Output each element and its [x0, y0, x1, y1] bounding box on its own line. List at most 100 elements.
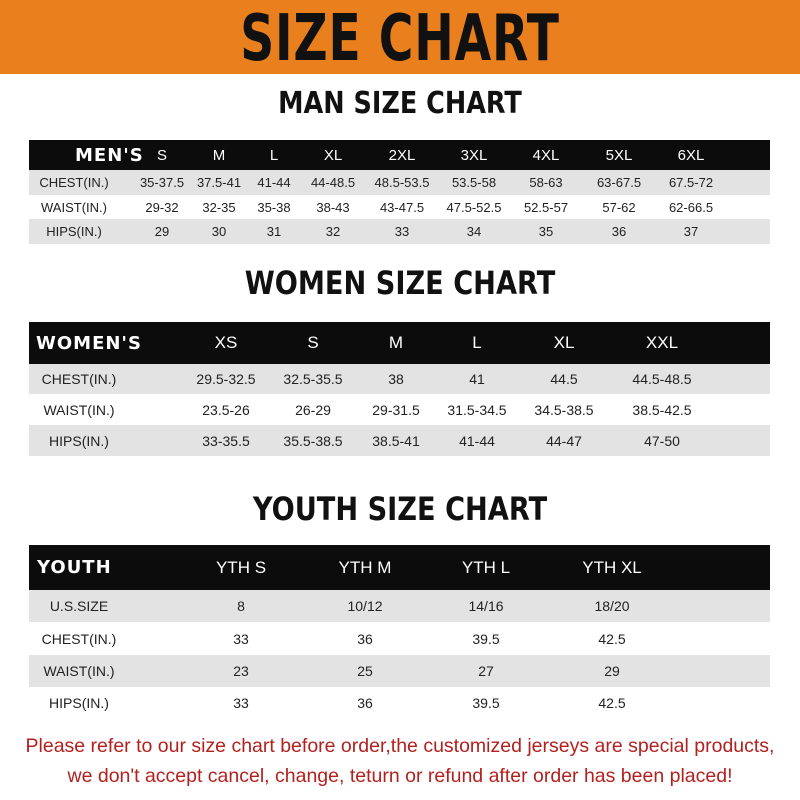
size-column-header: 5XL: [605, 146, 633, 164]
size-column-header: YTH M: [338, 557, 392, 577]
table-cell: 58-63: [529, 175, 563, 190]
size-column-header: XS: [214, 333, 238, 352]
measurement-label: CHEST(IN.): [39, 175, 109, 190]
table-cell: 48.5-53.5: [374, 175, 430, 190]
size-column-header: 4XL: [532, 146, 560, 164]
size-column-header: XXL: [645, 333, 679, 352]
table-row: CHEST(IN.) 35-37.5 37.5-41 41-44 44-48.5 48.5…: [29, 170, 770, 195]
table-row: WAIST(IN.) 29-32 32-35 35-38 38-43 43-47.5 47.…: [29, 195, 770, 219]
table-cell: 30: [211, 224, 227, 239]
table-cell: 31: [266, 224, 282, 239]
table-cell: 36: [357, 695, 373, 711]
table-cell: 36: [611, 224, 627, 239]
table-cell: 44-47: [546, 432, 582, 449]
size-column-header: 2XL: [388, 146, 416, 164]
table-cell: 27: [478, 663, 494, 679]
table-cell: 29: [154, 224, 170, 239]
table-cell: 35.5-38.5: [283, 432, 343, 449]
table-cell: 42.5: [598, 695, 626, 711]
table-cell: 14/16: [468, 598, 504, 614]
measurement-label: HIPS(IN.): [46, 224, 102, 239]
table-row: HIPS(IN.) 33 36 39.5 42.5: [29, 687, 770, 719]
men-header-row: MEN'S S M L XL 2XL 3XL 4XL 5XL 6XL: [29, 140, 770, 170]
table-cell: 34: [466, 224, 482, 239]
women-section-title: WOMEN SIZE CHART: [244, 264, 556, 302]
table-cell: 67.5-72: [668, 175, 714, 190]
table-cell: 10/12: [347, 598, 383, 614]
measurement-label: CHEST(IN.): [41, 371, 117, 387]
table-cell: 41-44: [257, 175, 291, 190]
size-column-header: XL: [323, 146, 343, 164]
youth-header-row: YOUTH YTH S YTH M YTH L YTH XL: [29, 545, 770, 590]
table-corner-label: MEN'S: [75, 144, 144, 166]
table-row: WAIST(IN.) 23.5-26 26-29 29-31.5 31.5-34.5 34…: [29, 394, 770, 425]
size-column-header: M: [212, 146, 226, 164]
men-section-title: MAN SIZE CHART: [278, 86, 522, 121]
table-cell: 47.5-52.5: [446, 199, 502, 215]
measurement-label: CHEST(IN.): [41, 630, 117, 647]
table-cell: 23: [233, 663, 249, 679]
table-cell: 35-38: [257, 199, 291, 215]
table-cell: 31.5-34.5: [447, 401, 507, 418]
size-column-header: YTH L: [461, 557, 511, 577]
table-cell: 62-66.5: [668, 199, 714, 215]
size-column-header: S: [156, 146, 168, 164]
table-cell: 57-62: [602, 199, 636, 215]
table-cell: 39.5: [472, 630, 500, 647]
banner: SIZE CHART: [0, 0, 800, 76]
table-cell: 44.5: [550, 371, 578, 387]
table-cell: 33-35.5: [202, 432, 250, 449]
table-cell: 25: [357, 663, 373, 679]
table-cell: 41: [469, 371, 485, 387]
measurement-label: HIPS(IN.): [49, 695, 109, 711]
measurement-label: WAIST(IN.): [43, 401, 115, 418]
table-row: HIPS(IN.) 29 30 31 32 33 34 35 36 37: [29, 219, 770, 244]
notice-line-1: Please refer to our size chart before or…: [25, 735, 775, 757]
size-column-header: 6XL: [677, 146, 705, 164]
table-cell: 32: [325, 224, 341, 239]
table-row: CHEST(IN.) 29.5-32.5 32.5-35.5 38 41 44.5 44.5…: [29, 364, 770, 394]
table-cell: 32.5-35.5: [283, 371, 343, 387]
table-cell: 33: [233, 630, 249, 647]
table-cell: 29-32: [145, 199, 179, 215]
table-cell: 44-48.5: [310, 175, 356, 190]
size-column-header: L: [269, 146, 279, 164]
table-row: CHEST(IN.) 33 36 39.5 42.5: [29, 622, 770, 655]
table-cell: 23.5-26: [202, 401, 250, 418]
table-cell: 29: [604, 663, 620, 679]
table-cell: 33: [394, 224, 410, 239]
table-cell: 29.5-32.5: [196, 371, 256, 387]
size-column-header: XL: [553, 333, 575, 352]
table-row: U.S.SIZE 8 10/12 14/16 18/20: [29, 590, 770, 622]
table-cell: 38.5-41: [372, 432, 420, 449]
table-cell: 34.5-38.5: [534, 401, 594, 418]
table-cell: 53.5-58: [451, 175, 497, 190]
table-cell: 43-47.5: [379, 199, 425, 215]
table-cell: 37.5-41: [196, 175, 242, 190]
table-cell: 35: [538, 224, 554, 239]
table-cell: 38: [388, 371, 404, 387]
table-row: HIPS(IN.) 33-35.5 35.5-38.5 38.5-41 41-44 44-…: [29, 425, 770, 456]
size-column-header: YTH XL: [582, 557, 642, 577]
table-cell: 36: [357, 630, 373, 647]
table-corner-label: YOUTH: [37, 557, 112, 578]
table-cell: 33: [233, 695, 249, 711]
banner-title: SIZE CHART: [240, 2, 560, 76]
table-cell: 26-29: [295, 401, 331, 418]
table-cell: 42.5: [598, 630, 626, 647]
table-cell: 44.5-48.5: [632, 371, 692, 387]
table-cell: 32-35: [202, 199, 236, 215]
table-cell: 35-37.5: [139, 175, 185, 190]
table-cell: 37: [683, 224, 699, 239]
table-cell: 47-50: [644, 432, 680, 449]
table-cell: 18/20: [594, 598, 630, 614]
notice-line-2: we don't accept cancel, change, teturn o…: [67, 765, 733, 787]
size-column-header: L: [472, 333, 482, 352]
table-cell: 8: [237, 598, 245, 614]
size-column-header: S: [307, 333, 319, 352]
size-column-header: M: [388, 333, 404, 352]
measurement-label: WAIST(IN.): [41, 199, 107, 215]
women-header-row: WOMEN'S XS S M L XL XXL: [29, 322, 770, 364]
table-cell: 63-67.5: [596, 175, 642, 190]
table-corner-label: WOMEN'S: [36, 332, 142, 354]
